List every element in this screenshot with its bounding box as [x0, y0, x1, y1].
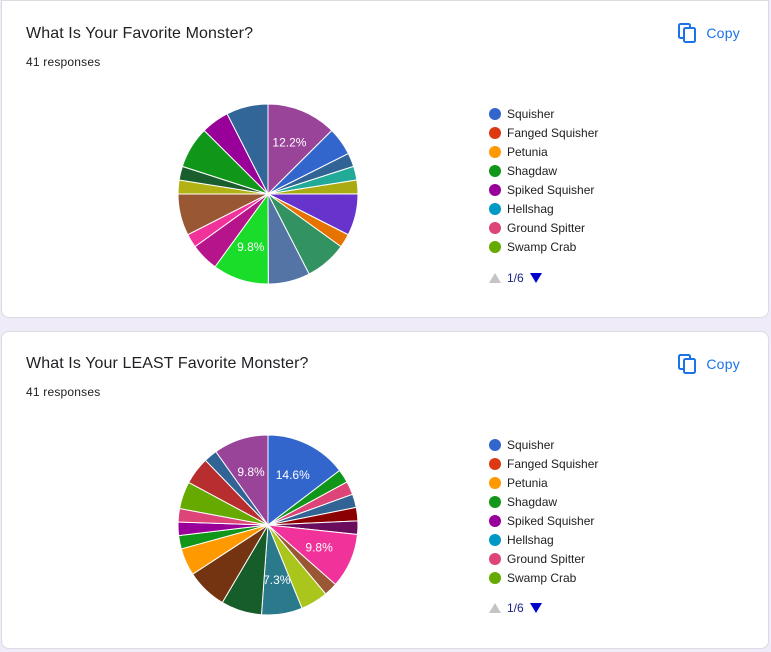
legend-label: Fanged Squisher	[507, 125, 599, 140]
legend-item: Petunia	[489, 142, 598, 161]
legend-label: Shagdaw	[507, 494, 558, 509]
legend-swatch	[489, 202, 501, 215]
legend-pager: 1/6	[489, 601, 542, 615]
legend-label: Ground Spitter	[507, 220, 586, 235]
legend-item: Ground Spitter	[489, 549, 598, 568]
legend-swatch	[489, 457, 501, 470]
legend-label: Squisher	[507, 106, 555, 121]
legend-item: Ground Spitter	[489, 218, 598, 237]
legend-swatch	[489, 145, 501, 158]
pie-chart-least-favorite: 14.6% 9.8% 7.3% 9.8%	[177, 434, 359, 616]
pie-slice-label: 9.8%	[305, 540, 333, 554]
chart-legend: Squisher Fanged Squisher Petunia Shagdaw Spi…	[489, 104, 598, 256]
copy-label: Copy	[706, 25, 740, 41]
pie-slice-label: 7.3%	[263, 573, 291, 587]
pie-slice-label: 9.8%	[237, 465, 265, 479]
question-title: What Is Your Favorite Monster?	[26, 25, 254, 42]
copy-icon	[678, 354, 697, 374]
legend-swatch	[489, 552, 501, 565]
legend-label: Petunia	[507, 144, 548, 159]
legend-label: Hellshag	[507, 201, 554, 216]
question-title: What Is Your LEAST Favorite Monster?	[26, 355, 309, 372]
legend-swatch	[489, 571, 501, 584]
legend-label: Swamp Crab	[507, 570, 577, 585]
legend-label: Spiked Squisher	[507, 513, 595, 528]
response-count: 41 responses	[26, 55, 101, 69]
pie-slice[interactable]	[215, 434, 269, 527]
legend-label: Swamp Crab	[507, 239, 577, 254]
legend-item: Squisher	[489, 435, 598, 454]
legend-label: Spiked Squisher	[507, 182, 595, 197]
chart-legend: Squisher Fanged Squisher Petunia Shagdaw Spi…	[489, 435, 598, 587]
legend-swatch	[489, 183, 501, 196]
legend-item: Fanged Squisher	[489, 454, 598, 473]
legend-item: Spiked Squisher	[489, 511, 598, 530]
pie-chart-favorite: 12.2% 9.8%	[177, 103, 359, 285]
legend-item: Swamp Crab	[489, 568, 598, 587]
legend-swatch	[489, 495, 501, 508]
copy-chart-button[interactable]: Copy	[674, 352, 744, 376]
response-count: 41 responses	[26, 385, 101, 399]
legend-label: Ground Spitter	[507, 551, 586, 566]
copy-chart-button[interactable]: Copy	[674, 21, 744, 45]
legend-swatch	[489, 533, 501, 546]
question-summary-card-least-favorite: What Is Your LEAST Favorite Monster? 41 …	[1, 331, 769, 649]
question-summary-card-favorite: What Is Your Favorite Monster? 41 respon…	[1, 0, 769, 318]
copy-icon	[678, 23, 697, 43]
legend-item: Hellshag	[489, 530, 598, 549]
legend-swatch	[489, 107, 501, 120]
pie-slice[interactable]	[226, 103, 269, 195]
legend-swatch	[489, 164, 501, 177]
pie-slice-label: 14.6%	[276, 468, 310, 482]
legend-swatch	[489, 126, 501, 139]
legend-item: Squisher	[489, 104, 598, 123]
legend-swatch	[489, 240, 501, 253]
legend-item: Spiked Squisher	[489, 180, 598, 199]
legend-item: Swamp Crab	[489, 237, 598, 256]
legend-swatch	[489, 476, 501, 489]
triangle-down-icon[interactable]	[529, 603, 542, 613]
legend-page-indicator: 1/6	[507, 271, 524, 285]
legend-item: Shagdaw	[489, 492, 598, 511]
triangle-down-icon[interactable]	[529, 273, 542, 283]
legend-pager: 1/6	[489, 271, 542, 285]
legend-item: Shagdaw	[489, 161, 598, 180]
copy-label: Copy	[706, 356, 740, 372]
pie-slice[interactable]	[267, 103, 333, 196]
legend-label: Hellshag	[507, 532, 554, 547]
legend-swatch	[489, 221, 501, 234]
pie-slice[interactable]	[267, 434, 341, 527]
legend-label: Shagdaw	[507, 163, 558, 178]
legend-swatch	[489, 514, 501, 527]
legend-swatch	[489, 438, 501, 451]
legend-item: Petunia	[489, 473, 598, 492]
legend-label: Petunia	[507, 475, 548, 490]
legend-item: Hellshag	[489, 199, 598, 218]
triangle-up-icon[interactable]	[489, 273, 501, 283]
triangle-up-icon[interactable]	[489, 603, 501, 613]
legend-label: Squisher	[507, 437, 555, 452]
legend-page-indicator: 1/6	[507, 601, 524, 615]
pie-slice-label: 9.8%	[237, 240, 265, 254]
pie-slice-label: 12.2%	[272, 135, 306, 149]
legend-item: Fanged Squisher	[489, 123, 598, 142]
legend-label: Fanged Squisher	[507, 456, 599, 471]
